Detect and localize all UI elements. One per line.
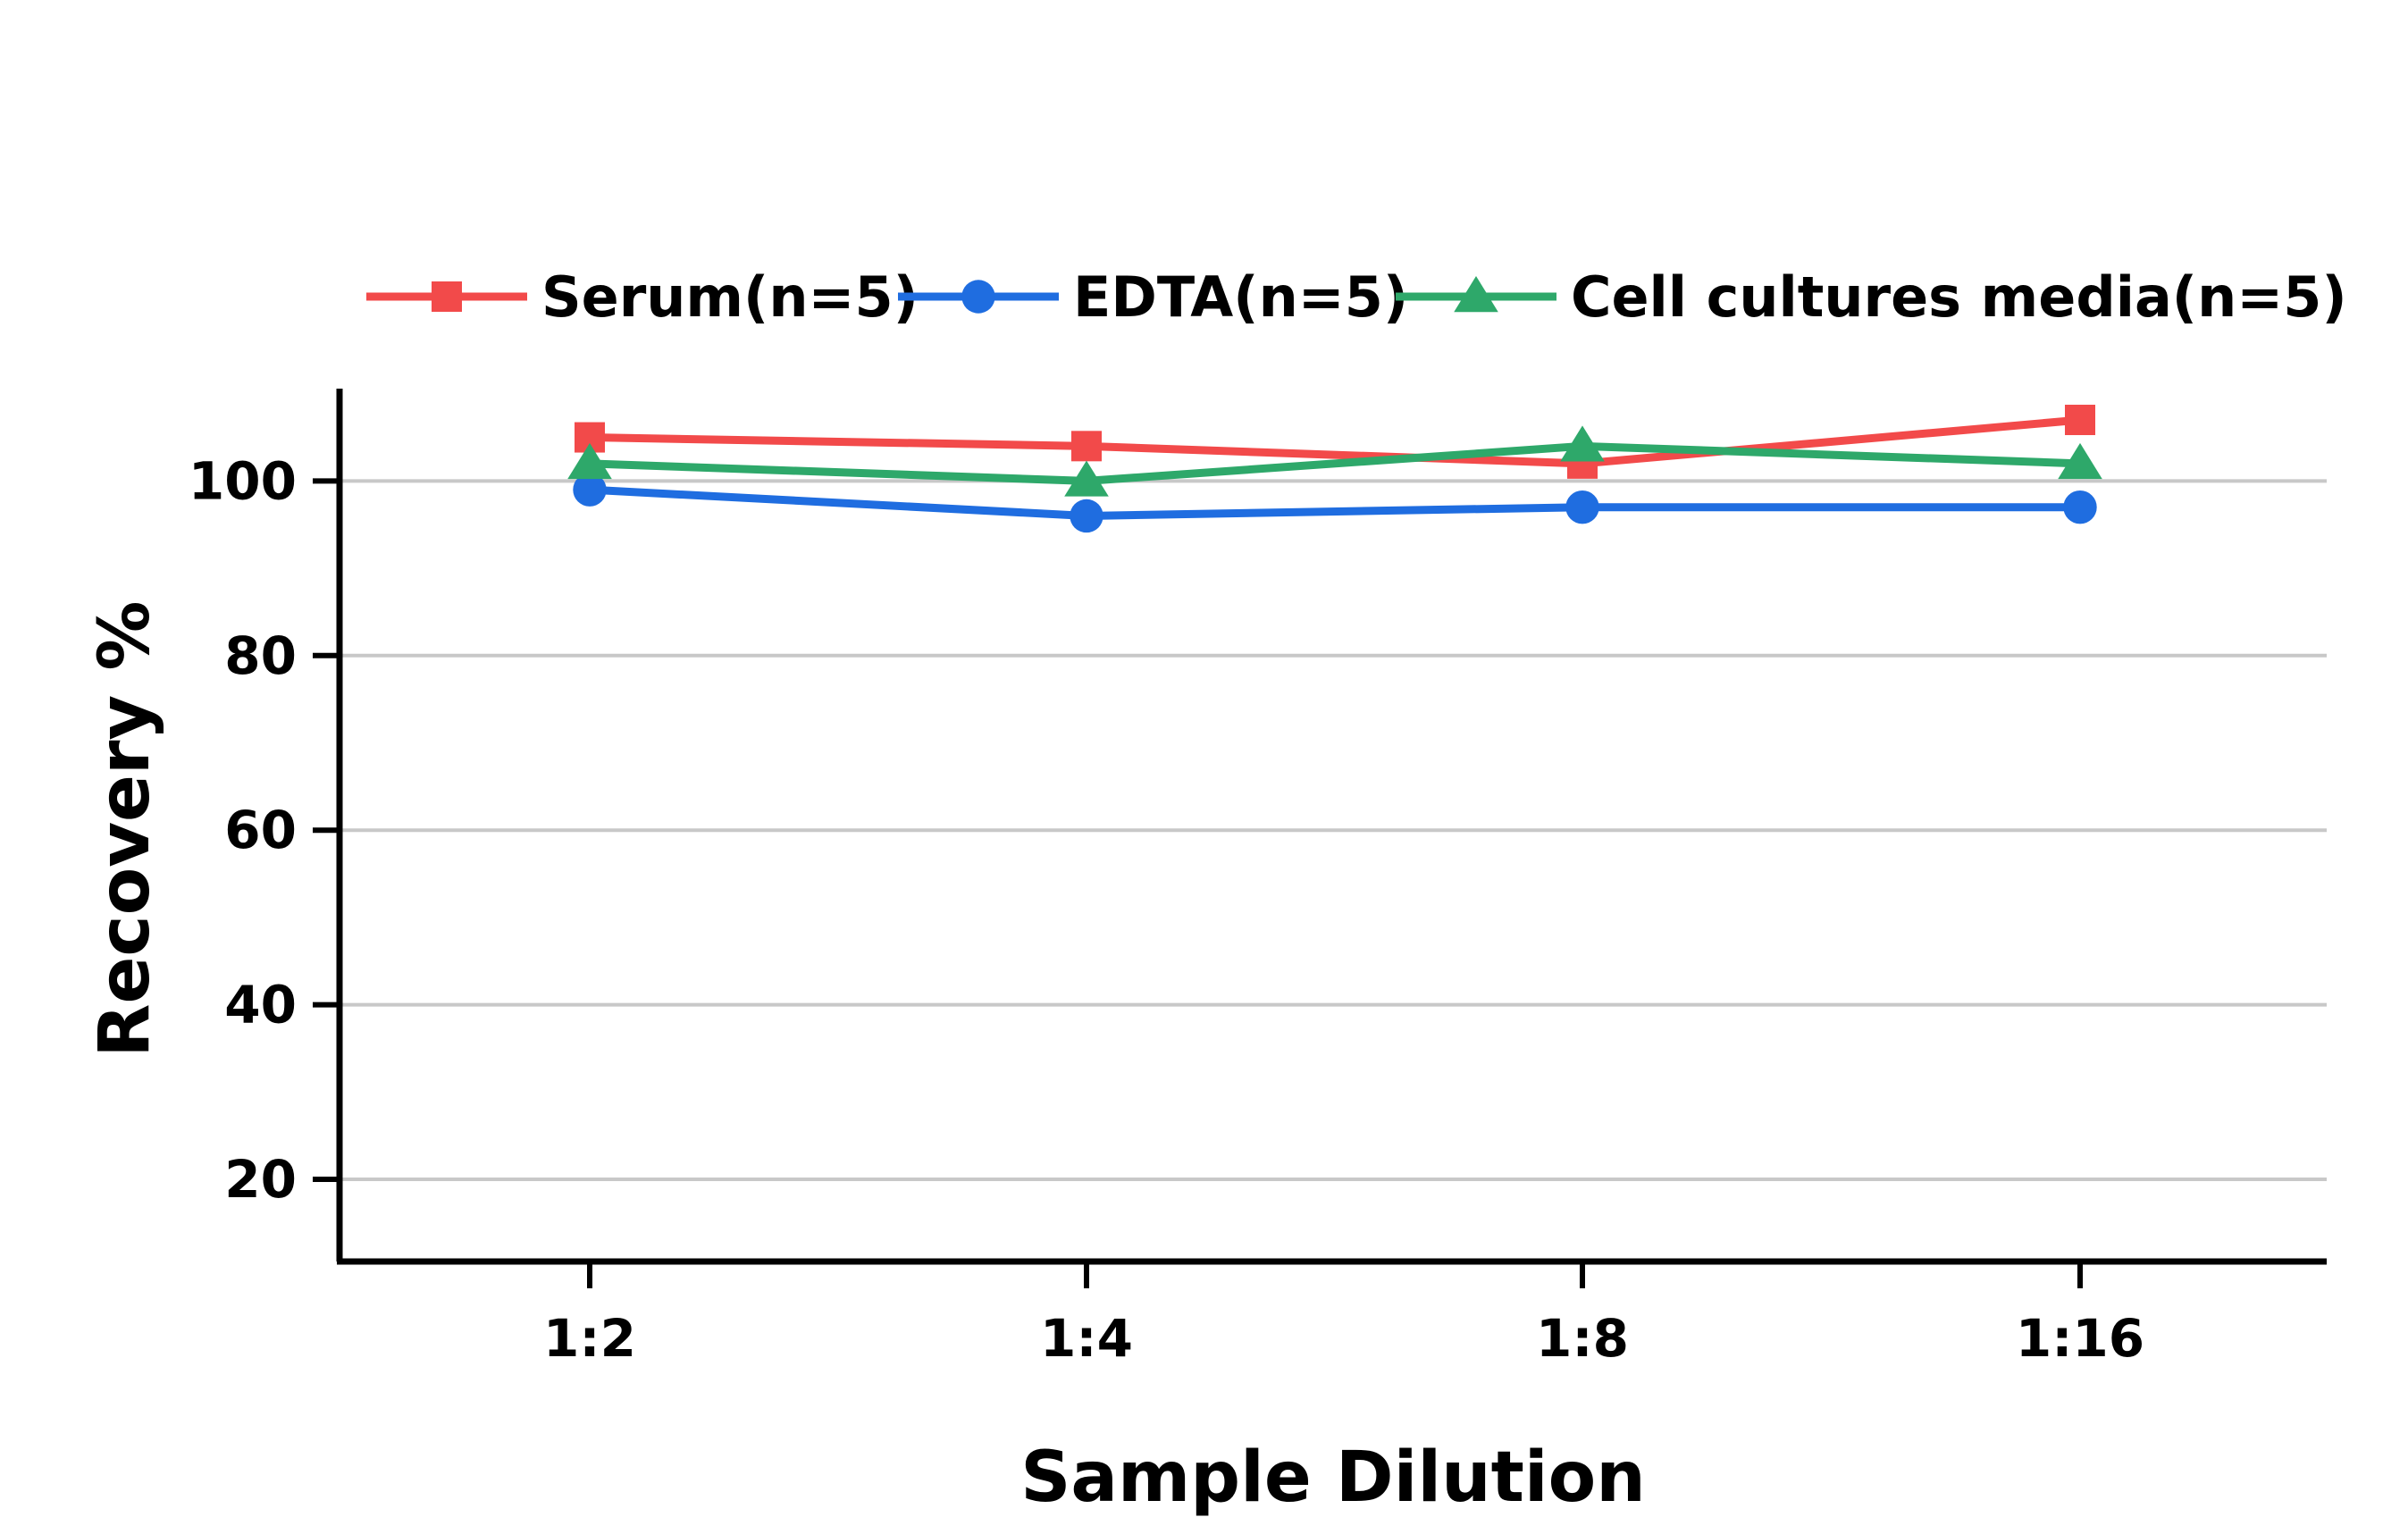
legend-label: Serum(n=5) (541, 264, 919, 330)
legend-label: Cell cultures media(n=5) (1571, 264, 2347, 330)
series-square (575, 405, 2095, 479)
data-point-circle (573, 473, 607, 507)
y-axis-title: Recovery % (85, 600, 165, 1057)
series-line (589, 441, 2081, 485)
data-point-square (432, 281, 462, 312)
series-line (589, 415, 2081, 468)
y-tick-label: 20 (224, 1149, 297, 1210)
y-ticks: 20 40 60 80 100 (189, 450, 340, 1210)
x-axis-title: Sample Dilution (1020, 1438, 1646, 1518)
data-point-triangle (1064, 460, 1109, 497)
series-group (567, 405, 2102, 533)
data-point-circle (961, 280, 995, 314)
x-tick-label: 1:8 (1536, 1308, 1629, 1369)
series-circle (573, 473, 2097, 533)
data-point-triangle (567, 442, 612, 480)
gridlines (340, 479, 2327, 1181)
data-point-triangle (1454, 276, 1498, 313)
data-point-triangle (1560, 425, 1605, 462)
data-point-square (1071, 431, 1102, 462)
legend-item: EDTA(n=5) (898, 264, 1408, 330)
data-point-circle (2063, 490, 2097, 524)
series-line (589, 485, 2080, 520)
data-point-circle (1070, 499, 1103, 533)
legend-item: Cell cultures media(n=5) (1396, 264, 2347, 330)
y-tick-label: 40 (224, 975, 297, 1035)
data-point-square (2065, 405, 2095, 436)
data-point-circle (1565, 490, 1599, 524)
legend-item: Serum(n=5) (366, 264, 919, 330)
y-tick-label: 60 (224, 800, 297, 860)
data-point-triangle (2058, 442, 2102, 480)
x-ticks: 1:2 1:4 1:8 1:16 (543, 1262, 2144, 1369)
x-tick-label: 1:4 (1040, 1308, 1133, 1369)
x-tick-label: 1:2 (543, 1308, 636, 1369)
x-tick-label: 1:16 (2016, 1308, 2144, 1369)
y-tick-label: 100 (189, 450, 297, 511)
series-triangle (567, 425, 2102, 497)
axes (336, 389, 2327, 1265)
legend-label: EDTA(n=5) (1073, 264, 1408, 330)
y-tick-label: 80 (224, 625, 297, 686)
legend: Serum(n=5) EDTA(n=5) Cell cultures media(n… (366, 264, 2347, 330)
